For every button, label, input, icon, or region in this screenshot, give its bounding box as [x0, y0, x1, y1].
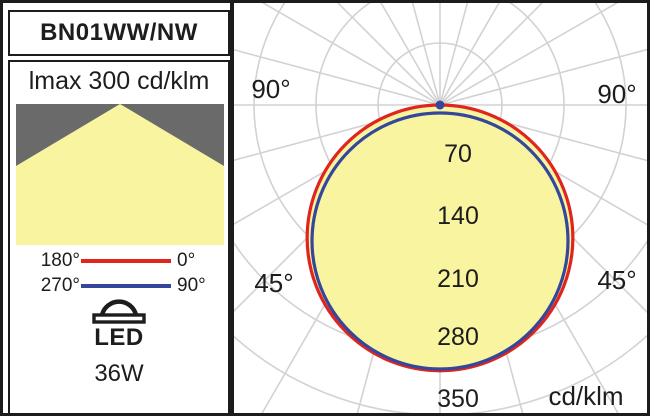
beam-distribution-graphic [16, 104, 224, 245]
ring-label-70: 70 [444, 140, 472, 168]
legend-label-90: 90° [177, 275, 206, 296]
unit-label: cd/klm [548, 381, 623, 411]
legend-row-c90: 270° 90° [30, 275, 210, 296]
product-title: BN01WW/NW [40, 19, 198, 46]
left-info-panel: lmax 300 cd/klm 180° 0° 270° 90° LED 36W [8, 60, 230, 413]
ring-label-140: 140 [437, 202, 479, 230]
ring-label-280: 280 [437, 323, 479, 351]
product-title-box: BN01WW/NW [8, 10, 230, 56]
beam-graphic-light-cone [16, 104, 224, 245]
wattage-label: 36W [94, 360, 144, 387]
led-label: LED [94, 324, 144, 351]
legend-label-270: 270° [40, 275, 80, 296]
angle-label-right-45: 45° [597, 265, 636, 295]
curve-origin-point [435, 100, 445, 110]
panel-divider [230, 3, 234, 413]
angle-label-left-90: 90° [251, 74, 290, 104]
angle-label-right-90: 90° [597, 79, 636, 109]
intensity-curve-c90-blue [310, 111, 570, 371]
lmax-label: lmax 300 cd/klm [28, 67, 210, 95]
lamp-type-block: LED 36W [10, 290, 228, 388]
polar-intensity-diagram: 90° 90° 45° 45° 70 140 210 280 350 cd/kl… [234, 3, 647, 413]
legend-line-red [81, 259, 171, 263]
ring-label-350: 350 [437, 385, 479, 413]
legend-label-180: 180° [40, 250, 80, 271]
led-lamp-icon [92, 299, 146, 324]
angle-label-left-45: 45° [254, 268, 293, 298]
legend-label-0: 0° [177, 250, 196, 271]
legend-line-blue [81, 284, 171, 288]
ring-label-210: 210 [437, 265, 479, 293]
legend-row-c0: 180° 0° [30, 250, 210, 271]
